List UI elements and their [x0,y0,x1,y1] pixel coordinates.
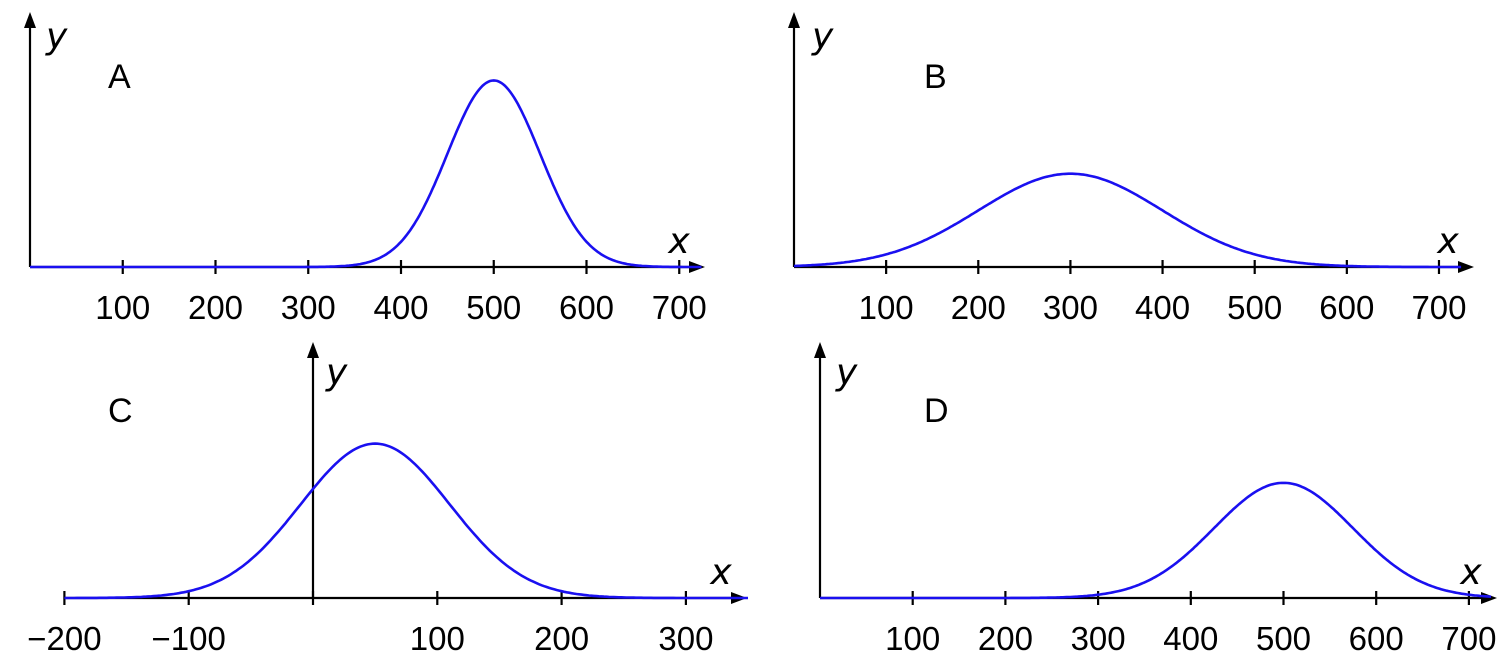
x-axis-arrow [1458,261,1474,273]
x-axis-title: x [667,221,690,262]
x-tick-label: 100 [859,289,914,326]
x-tick-label: −100 [152,620,226,657]
chart-panel-a: 100 200 300 400 500 600 700 x y A [24,12,707,326]
x-tick-label: 400 [1163,620,1218,657]
x-tick-label: 300 [1043,289,1098,326]
y-axis-title: y [325,352,348,393]
y-axis-arrow [814,342,826,358]
x-tick-label: 200 [188,289,243,326]
x-axis-title: x [709,552,732,593]
chart-panel-d: 100 200 300 400 500 600 700 x y D [814,342,1497,657]
normal-curve-d [820,481,1492,600]
x-tick-label: 500 [1227,289,1282,326]
panel-label-c: C [108,392,133,430]
x-tick-label: 400 [1135,289,1190,326]
panel-label-b: B [924,58,947,96]
x-tick-label: 500 [1256,620,1311,657]
normal-curve-c [64,442,748,600]
normal-curve-b [793,172,1462,269]
x-tick-label: 100 [95,289,150,326]
x-tick-label: 200 [534,620,589,657]
chart-panel-c: −200 −100 100 200 300 x y C [27,342,748,657]
y-axis-title: y [835,352,858,393]
x-tick-label: 500 [466,289,521,326]
x-tick-label: 300 [1071,620,1126,657]
x-tick-label: 700 [1441,620,1496,657]
x-tick-label: 300 [281,289,336,326]
y-axis-arrow [788,12,800,28]
x-tick-label: 200 [951,289,1006,326]
x-tick-label: 400 [373,289,428,326]
y-axis-arrow [24,12,36,28]
chart-panel-b: 100 200 300 400 500 600 700 x y B [788,12,1474,326]
panel-label-a: A [108,58,131,96]
x-tick-label: −200 [27,620,101,657]
x-tick-label: 100 [885,620,940,657]
panel-label-d: D [924,392,949,430]
y-axis-title: y [45,16,68,57]
x-axis-arrow [1481,592,1497,604]
y-axis-title: y [811,16,834,57]
x-tick-label: 200 [978,620,1033,657]
x-tick-label: 700 [652,289,707,326]
x-tick-label: 100 [410,620,465,657]
normal-curve-a [30,79,702,269]
x-tick-label: 600 [1349,620,1404,657]
y-axis-arrow [307,342,319,358]
x-tick-label: 700 [1411,289,1466,326]
x-tick-label: 300 [658,620,713,657]
x-tick-label: 600 [1319,289,1374,326]
x-axis-title: x [1436,221,1459,262]
x-tick-label: 600 [559,289,614,326]
x-axis-title: x [1459,552,1482,593]
